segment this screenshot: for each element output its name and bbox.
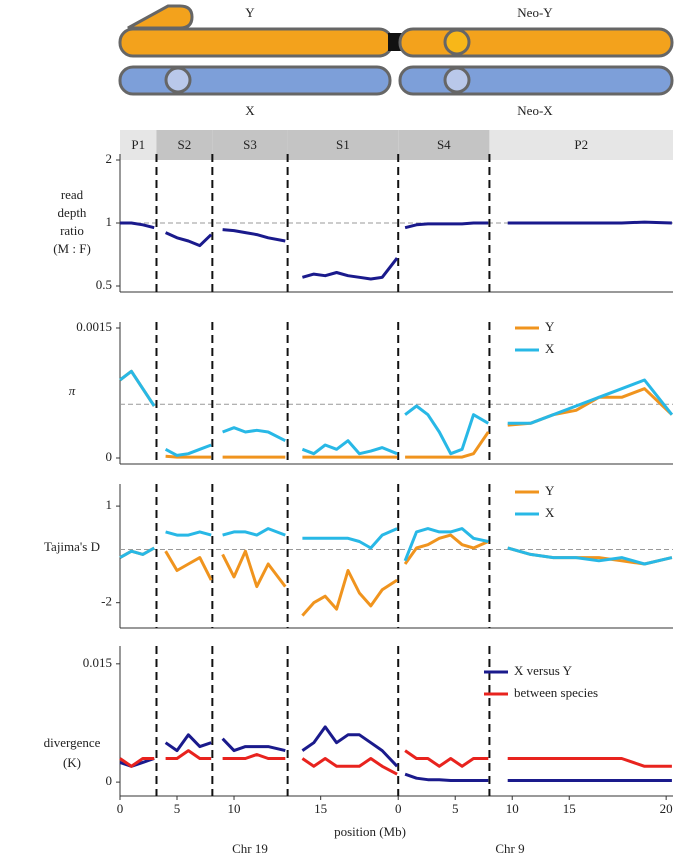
legend-label: X: [545, 341, 555, 356]
legend-label: Y: [545, 483, 555, 498]
series-line: [119, 749, 672, 776]
x-tick-label: 5: [174, 801, 181, 816]
x-tick-label: 10: [506, 801, 519, 816]
region: [120, 130, 157, 160]
y-tick-label: 0.015: [83, 655, 112, 670]
y-tick-label: 0: [106, 773, 113, 788]
region-label: S2: [178, 137, 192, 152]
chromosome-neo-y: [398, 27, 674, 58]
region: [287, 130, 399, 160]
group-label: Chr 9: [495, 841, 524, 856]
y-tick-label: 0: [106, 449, 113, 464]
fusion: [388, 33, 402, 51]
series-line: [119, 527, 673, 566]
series-line: [119, 369, 674, 457]
y-tick-label: 0.0015: [76, 319, 112, 334]
chromosome-label: Neo-Y: [517, 5, 553, 20]
series-line: [119, 533, 673, 617]
x-tick-label: 15: [314, 801, 327, 816]
y-tick-label: -2: [101, 594, 112, 609]
y-axis-label: Tajima's D: [44, 539, 100, 554]
chromosome-neo-x: [398, 65, 674, 96]
y-axis-label: ratio: [60, 223, 84, 238]
legend-label: between species: [514, 685, 598, 700]
centromere: [164, 66, 192, 94]
centromere: [443, 66, 471, 94]
series-line: [119, 725, 672, 782]
x-tick-label: 5: [452, 801, 459, 816]
x-tick-label: 15: [563, 801, 576, 816]
y-axis-label: (K): [63, 755, 81, 770]
series-line: [119, 369, 673, 459]
chromosome-arm: [127, 4, 194, 30]
region-label: S3: [243, 137, 257, 152]
legend-label: Y: [545, 319, 555, 334]
x-tick-label: 0: [395, 801, 402, 816]
centromere: [443, 28, 471, 56]
chromosome-label: Neo-X: [517, 103, 553, 118]
y-tick-label: 0.5: [96, 277, 112, 292]
x-tick-label: 20: [660, 801, 673, 816]
y-tick-label: 2: [106, 151, 113, 166]
y-axis-label: π: [69, 383, 76, 398]
x-axis-label: position (Mb): [334, 824, 406, 839]
region: [156, 130, 213, 160]
y-tick-label: 1: [106, 497, 113, 512]
y-axis-label: (M : F): [53, 241, 91, 256]
region: [398, 130, 490, 160]
region-label: P1: [131, 137, 145, 152]
legend-label: X versus Y: [514, 663, 573, 678]
group-label: Chr 19: [232, 841, 268, 856]
chromosome-x: [118, 65, 392, 96]
region: [489, 130, 673, 160]
y-axis-label: divergence: [44, 735, 101, 750]
chromosome-label: X: [245, 103, 255, 118]
legend-label: X: [545, 505, 555, 520]
y-tick-label: 1: [106, 214, 113, 229]
chromosome-label: Y: [245, 5, 255, 20]
x-tick-label: 10: [228, 801, 241, 816]
region-label: P2: [574, 137, 588, 152]
y-axis-label: read: [61, 187, 84, 202]
region-label: S4: [437, 137, 451, 152]
series-line: [120, 220, 672, 281]
region-label: S1: [336, 137, 350, 152]
region: [212, 130, 288, 160]
chromosome-y: [118, 27, 394, 58]
y-axis-label: depth: [58, 205, 87, 220]
x-tick-label: 0: [117, 801, 124, 816]
